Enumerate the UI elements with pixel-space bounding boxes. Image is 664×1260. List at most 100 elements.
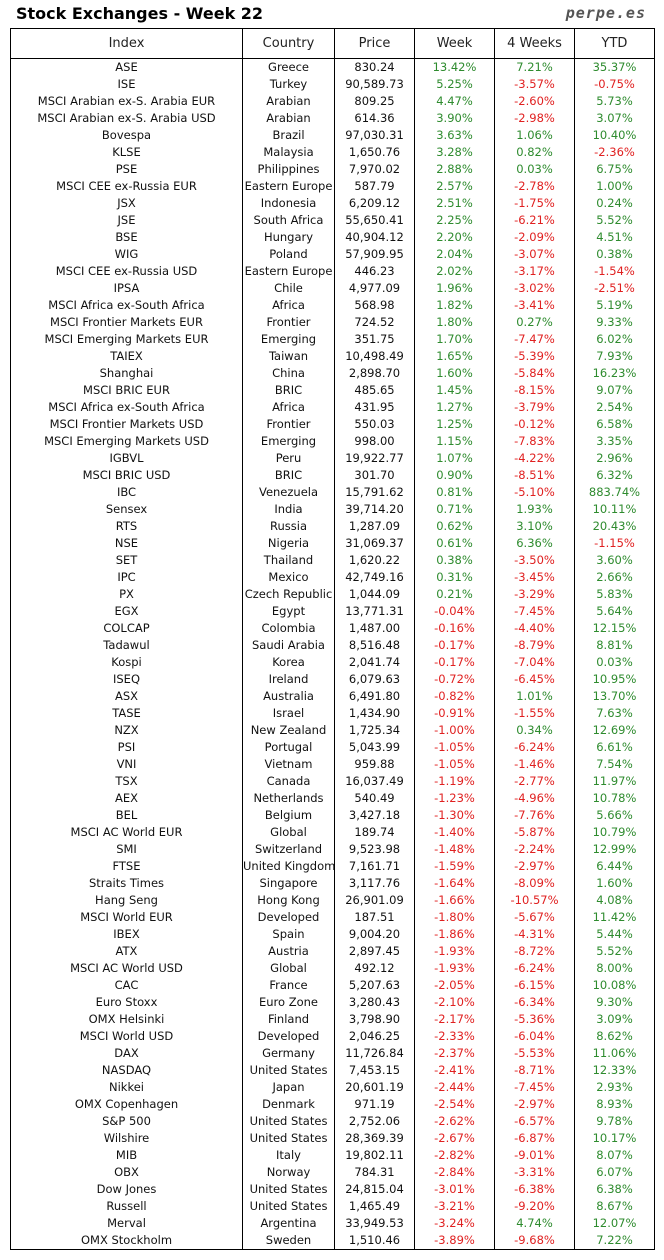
week-cell: 2.02% xyxy=(414,263,495,280)
table-row: BSE Hungary 40,904.12 2.20% -2.09% 4.51% xyxy=(10,229,655,246)
week-cell: -0.04% xyxy=(414,603,495,620)
index-cell: Shanghai xyxy=(10,365,243,382)
four-weeks-cell: 0.27% xyxy=(494,314,575,331)
week-cell: -2.62% xyxy=(414,1113,495,1130)
table-row: S&P 500 United States 2,752.06 -2.62% -6.57%… xyxy=(10,1113,655,1130)
column-header-country: Country xyxy=(242,28,335,59)
price-cell: 809.25 xyxy=(334,93,415,110)
ytd-cell: 4.51% xyxy=(574,229,655,246)
country-cell: Denmark xyxy=(242,1096,335,1113)
four-weeks-cell: -7.47% xyxy=(494,331,575,348)
country-cell: Emerging xyxy=(242,331,335,348)
index-cell: OMX Copenhagen xyxy=(10,1096,243,1113)
country-cell: Developed xyxy=(242,1028,335,1045)
table-row: VNI Vietnam 959.88 -1.05% -1.46% 7.54% xyxy=(10,756,655,773)
price-cell: 187.51 xyxy=(334,909,415,926)
country-cell: United States xyxy=(242,1198,335,1215)
ytd-cell: 7.54% xyxy=(574,756,655,773)
week-cell: 1.15% xyxy=(414,433,495,450)
week-cell: 1.82% xyxy=(414,297,495,314)
four-weeks-cell: -9.20% xyxy=(494,1198,575,1215)
four-weeks-cell: -8.72% xyxy=(494,943,575,960)
index-cell: FTSE xyxy=(10,858,243,875)
week-cell: 2.20% xyxy=(414,229,495,246)
week-cell: -2.33% xyxy=(414,1028,495,1045)
table-row: OMX Stockholm Sweden 1,510.46 -3.89% -9.68% 7… xyxy=(10,1232,655,1250)
week-cell: -1.86% xyxy=(414,926,495,943)
price-cell: 724.52 xyxy=(334,314,415,331)
index-cell: Sensex xyxy=(10,501,243,518)
price-cell: 1,434.90 xyxy=(334,705,415,722)
four-weeks-cell: 4.74% xyxy=(494,1215,575,1232)
ytd-cell: 10.79% xyxy=(574,824,655,841)
four-weeks-cell: -5.87% xyxy=(494,824,575,841)
four-weeks-cell: -4.22% xyxy=(494,450,575,467)
ytd-cell: 0.03% xyxy=(574,654,655,671)
ytd-cell: 10.11% xyxy=(574,501,655,518)
table-row: EGX Egypt 13,771.31 -0.04% -7.45% 5.64% xyxy=(10,603,655,620)
table-row: DAX Germany 11,726.84 -2.37% -5.53% 11.06% xyxy=(10,1045,655,1062)
ytd-cell: 4.08% xyxy=(574,892,655,909)
index-cell: CAC xyxy=(10,977,243,994)
index-cell: JSE xyxy=(10,212,243,229)
ytd-cell: 7.22% xyxy=(574,1232,655,1250)
four-weeks-cell: -7.76% xyxy=(494,807,575,824)
ytd-cell: 13.70% xyxy=(574,688,655,705)
table-row: Bovespa Brazil 97,030.31 3.63% 1.06% 10.40% xyxy=(10,127,655,144)
price-cell: 1,620.22 xyxy=(334,552,415,569)
price-cell: 784.31 xyxy=(334,1164,415,1181)
ytd-cell: 8.62% xyxy=(574,1028,655,1045)
page-title: Stock Exchanges - Week 22 xyxy=(16,4,264,23)
country-cell: Norway xyxy=(242,1164,335,1181)
country-cell: Eastern Europe xyxy=(242,178,335,195)
four-weeks-cell: 1.06% xyxy=(494,127,575,144)
week-cell: -2.82% xyxy=(414,1147,495,1164)
ytd-cell: 9.07% xyxy=(574,382,655,399)
index-cell: MSCI BRIC USD xyxy=(10,467,243,484)
country-cell: Poland xyxy=(242,246,335,263)
index-cell: MSCI Frontier Markets EUR xyxy=(10,314,243,331)
country-cell: Argentina xyxy=(242,1215,335,1232)
ytd-cell: 10.17% xyxy=(574,1130,655,1147)
page-header: Stock Exchanges - Week 22 perpe.es xyxy=(0,0,664,26)
index-cell: MSCI CEE ex-Russia USD xyxy=(10,263,243,280)
four-weeks-cell: -7.83% xyxy=(494,433,575,450)
index-cell: MSCI Emerging Markets USD xyxy=(10,433,243,450)
price-cell: 57,909.95 xyxy=(334,246,415,263)
week-cell: -2.54% xyxy=(414,1096,495,1113)
four-weeks-cell: -10.57% xyxy=(494,892,575,909)
ytd-cell: 12.33% xyxy=(574,1062,655,1079)
table-row: MSCI Emerging Markets EUR Emerging 351.75 1… xyxy=(10,331,655,348)
index-cell: MSCI AC World USD xyxy=(10,960,243,977)
price-cell: 42,749.16 xyxy=(334,569,415,586)
ytd-cell: 7.63% xyxy=(574,705,655,722)
four-weeks-cell: 0.03% xyxy=(494,161,575,178)
ytd-cell: 12.07% xyxy=(574,1215,655,1232)
four-weeks-cell: -6.38% xyxy=(494,1181,575,1198)
ytd-cell: 5.19% xyxy=(574,297,655,314)
week-cell: -2.44% xyxy=(414,1079,495,1096)
four-weeks-cell: -4.96% xyxy=(494,790,575,807)
week-cell: 1.27% xyxy=(414,399,495,416)
country-cell: Australia xyxy=(242,688,335,705)
table-row: MSCI Frontier Markets USD Frontier 550.03 1… xyxy=(10,416,655,433)
four-weeks-cell: -6.45% xyxy=(494,671,575,688)
week-cell: 0.81% xyxy=(414,484,495,501)
column-header-index: Index xyxy=(10,28,243,59)
table-row: TSX Canada 16,037.49 -1.19% -2.77% 11.97% xyxy=(10,773,655,790)
week-cell: -1.05% xyxy=(414,739,495,756)
country-cell: Saudi Arabia xyxy=(242,637,335,654)
country-cell: BRIC xyxy=(242,467,335,484)
ytd-cell: 5.73% xyxy=(574,93,655,110)
index-cell: PX xyxy=(10,586,243,603)
table-row: MSCI Arabian ex-S. Arabia EUR Arabian 809.… xyxy=(10,93,655,110)
ytd-cell: 8.00% xyxy=(574,960,655,977)
ytd-cell: 5.52% xyxy=(574,943,655,960)
four-weeks-cell: 1.01% xyxy=(494,688,575,705)
index-cell: Tadawul xyxy=(10,637,243,654)
table-row: Dow Jones United States 24,815.04 -3.01% -6.… xyxy=(10,1181,655,1198)
country-cell: United States xyxy=(242,1130,335,1147)
price-cell: 40,904.12 xyxy=(334,229,415,246)
table-row: ISE Turkey 90,589.73 5.25% -3.57% -0.75% xyxy=(10,76,655,93)
table-header: Index Country Price Week 4 Weeks YTD xyxy=(10,28,655,59)
